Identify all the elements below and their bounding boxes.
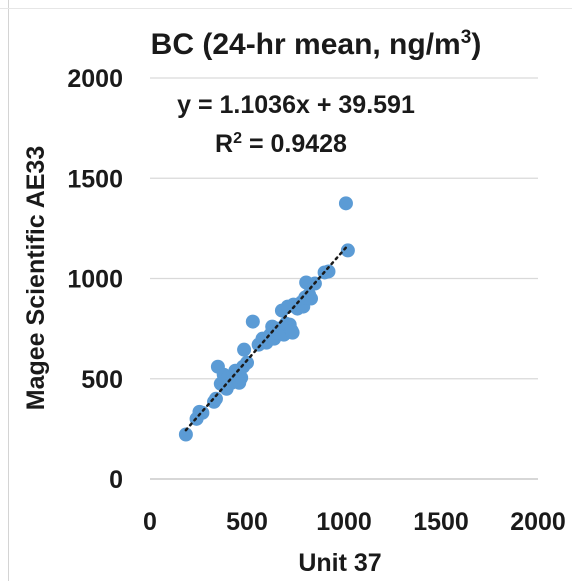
y-tick-label: 500 [81,366,123,394]
x-tick-label: 2000 [510,508,566,536]
trendline-r-squared: R2 = 0.9428 [215,130,347,158]
chart-title-main: BC (24-hr mean, ng/m [151,28,461,61]
x-axis-title: Unit 37 [298,549,381,577]
x-tick-labels: 0 500 1000 1500 2000 [143,508,566,536]
chart-title-close: ) [471,28,481,61]
data-point [338,196,353,211]
frame-divider-left [8,0,9,581]
data-point [304,291,319,306]
r-squared-value: = 0.9428 [242,130,347,158]
y-tick-label: 2000 [67,65,123,93]
trendline [184,244,350,432]
y-tick-label: 0 [109,466,123,494]
r-squared-prefix: R [215,130,233,158]
gridlines [150,77,538,480]
y-tick-labels: 0 500 1000 1500 2000 [67,65,123,494]
x-tick-label: 1000 [316,508,372,536]
x-tick-label: 500 [226,508,268,536]
y-axis-title: Magee Scientific AE33 [22,146,50,410]
data-point [245,314,260,329]
y-tick-label: 1000 [67,266,123,294]
data-point [340,243,355,258]
data-point [237,342,252,357]
data-point [208,391,223,406]
r-squared-superscript: 2 [233,130,242,147]
data-point [321,264,336,279]
x-tick-label: 1500 [413,508,469,536]
data-point [195,405,210,420]
data-point [178,427,193,442]
data-points [178,196,355,442]
chart-title-superscript: 3 [461,27,472,48]
data-point [234,370,249,385]
x-tick-label: 0 [143,508,157,536]
chart-title: BC (24-hr mean, ng/m3) [151,27,482,61]
data-point [285,325,300,340]
trendline-equation: y = 1.1036x + 39.591 [177,91,415,119]
frame-divider-top [0,8,572,9]
y-tick-label: 1500 [67,165,123,193]
